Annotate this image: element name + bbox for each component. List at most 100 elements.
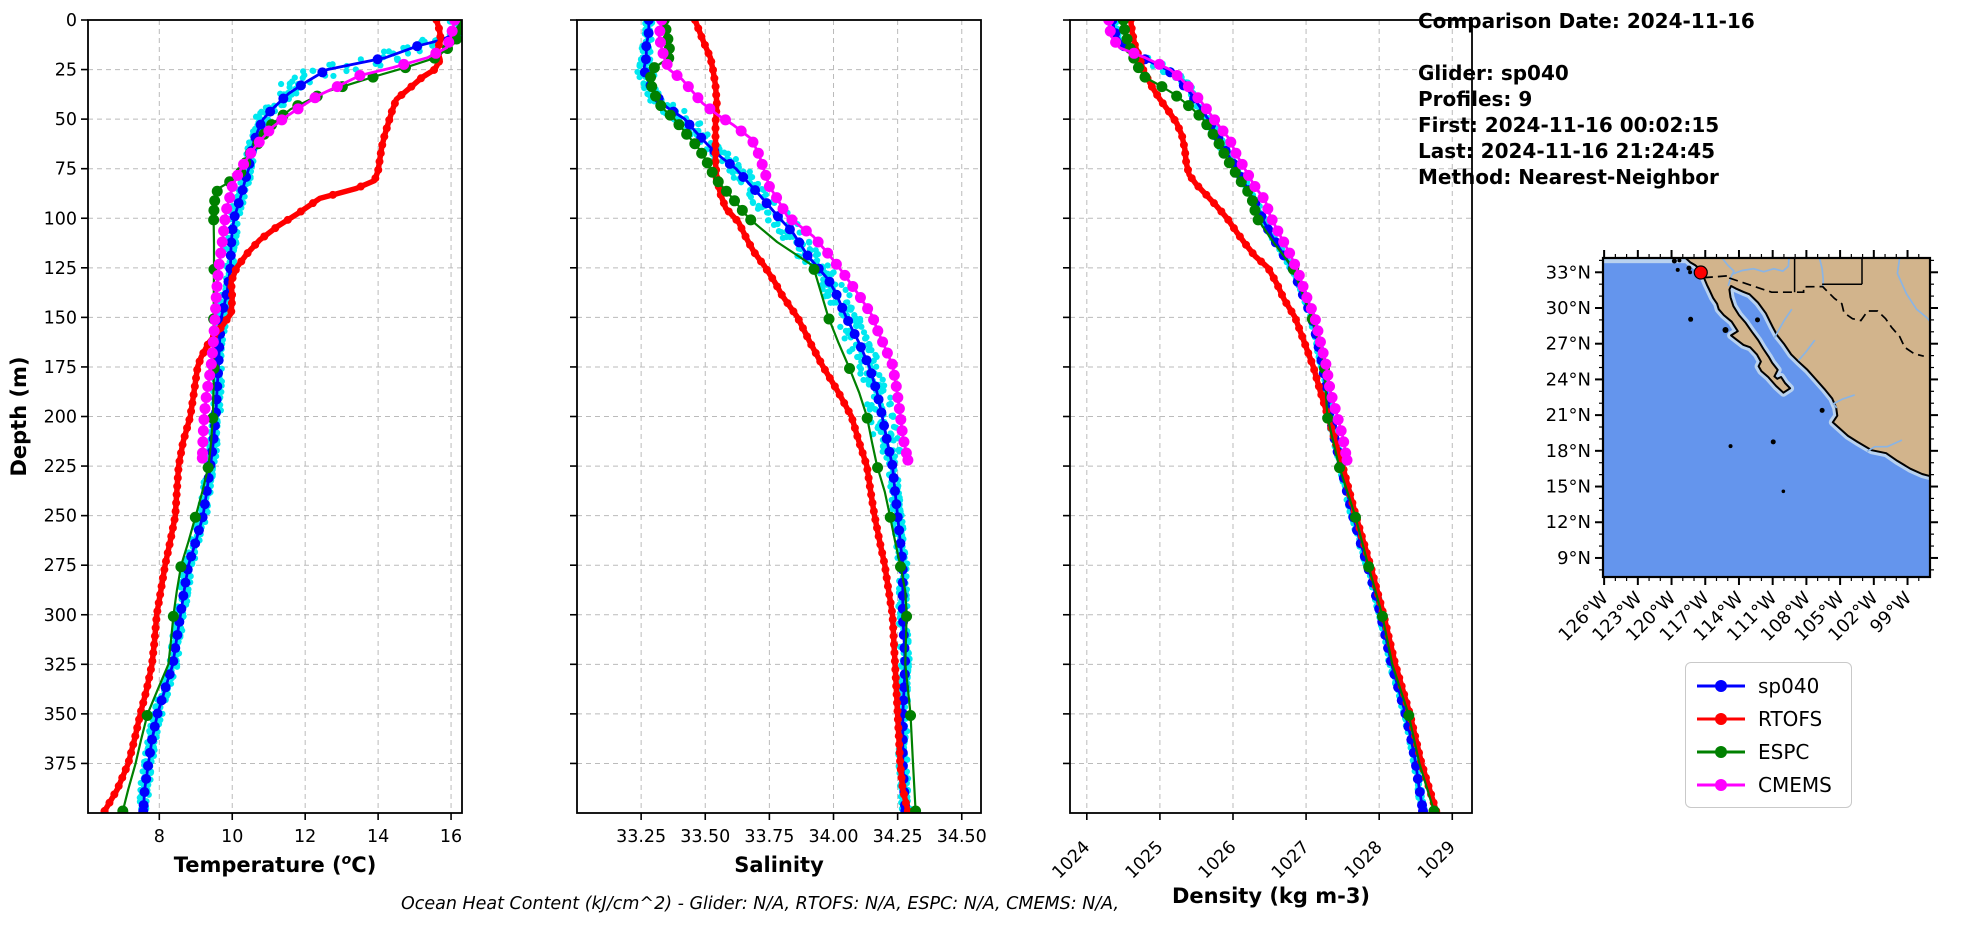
series-RTOFS: [100, 20, 445, 813]
series-CMEMS: [1103, 20, 1353, 466]
last-time-text: Last: 2024-11-16 21:24:45: [1418, 139, 1716, 163]
map-island: [1671, 258, 1677, 264]
svg-text:25: 25: [55, 61, 77, 81]
svg-text:24°N: 24°N: [1546, 369, 1591, 390]
svg-text:1028: 1028: [1341, 837, 1387, 883]
series-sp040: [138, 20, 462, 813]
svg-text:34.50: 34.50: [937, 827, 987, 847]
map-island: [1819, 407, 1825, 413]
profiles-count-text: Profiles: 9: [1418, 87, 1533, 111]
map-river: [1773, 308, 1793, 339]
svg-text:8: 8: [154, 827, 165, 847]
svg-text:225: 225: [44, 457, 77, 477]
series-ESPC: [1117, 20, 1440, 813]
svg-text:1026: 1026: [1195, 837, 1241, 883]
first-time-text: First: 2024-11-16 00:02:15: [1418, 113, 1720, 137]
map-island: [1755, 317, 1761, 323]
svg-text:16: 16: [440, 827, 462, 847]
svg-text:15°N: 15°N: [1546, 477, 1591, 498]
axis-ticks: 33.25 33.50 33.75 34.00 34.25 34.50: [570, 19, 987, 847]
ylabel-depth: Depth (m): [7, 356, 31, 476]
legend-item-rtofs: RTOFS: [1695, 702, 1851, 735]
legend-label: ESPC: [1758, 739, 1810, 764]
svg-text:30°N: 30°N: [1546, 298, 1591, 319]
temperature-panel: 8 10 12 14 16 0 25 50 75 100 125 150 175 200 225 250 275…: [7, 11, 463, 877]
svg-text:75: 75: [55, 160, 77, 180]
map-river: [1832, 394, 1855, 409]
map-country-border: [1703, 274, 1925, 358]
svg-text:325: 325: [44, 655, 77, 675]
svg-text:250: 250: [44, 507, 77, 527]
svg-text:33.75: 33.75: [744, 827, 794, 847]
svg-text:21°N: 21°N: [1546, 405, 1591, 426]
svg-text:300: 300: [44, 606, 77, 626]
svg-text:1024: 1024: [1049, 837, 1095, 883]
svg-text:275: 275: [44, 556, 77, 576]
series-RTOFS: [690, 20, 912, 813]
legend-line-sample: [1697, 679, 1745, 692]
comparison-date-text: Comparison Date: 2024-11-16: [1418, 9, 1755, 33]
legend-item-espc: ESPC: [1695, 735, 1851, 768]
map-river: [1866, 439, 1903, 453]
map-island: [1677, 258, 1682, 263]
map-island: [1686, 265, 1692, 271]
svg-text:100: 100: [44, 209, 77, 229]
legend-label: CMEMS: [1758, 772, 1832, 797]
svg-text:375: 375: [44, 754, 77, 774]
map-river: [1731, 258, 1790, 275]
map-island: [1770, 439, 1776, 445]
density-panel: 1024 1025 1026 1027 1028 1029 Density (kg m-3): [1049, 19, 1473, 908]
legend-item-cmems: CMEMS: [1695, 768, 1851, 801]
svg-text:12°N: 12°N: [1546, 512, 1591, 533]
info-block: Comparison Date: 2024-11-16 Glider: sp04…: [1418, 8, 1755, 190]
legend-line-sample: [1697, 745, 1745, 758]
svg-text:200: 200: [44, 408, 77, 428]
svg-text:34.00: 34.00: [808, 827, 858, 847]
xlabel-salinity: Salinity: [734, 853, 824, 877]
svg-text:350: 350: [44, 705, 77, 725]
map-island: [1688, 270, 1693, 275]
info-spacer: [1418, 34, 1755, 60]
map-island: [1688, 316, 1694, 322]
legend: sp040 RTOFS ESPC CMEMS: [1685, 662, 1852, 808]
svg-text:1029: 1029: [1414, 837, 1460, 883]
series-RTOFS: [1126, 20, 1441, 813]
map-island: [1722, 327, 1729, 334]
svg-text:50: 50: [55, 110, 77, 130]
legend-label: sp040: [1758, 673, 1820, 698]
map-river: [1797, 339, 1816, 361]
grid: [88, 20, 462, 813]
map-land: [1684, 258, 1930, 478]
svg-text:33°N: 33°N: [1546, 262, 1591, 283]
series-CMEMS: [196, 20, 461, 464]
ocean-heat-content-footnote: Ocean Heat Content (kJ/cm^2) - Glider: N…: [400, 894, 1120, 914]
svg-text:9°N: 9°N: [1557, 548, 1591, 569]
svg-text:125: 125: [44, 259, 77, 279]
method-text: Method: Nearest-Neighbor: [1418, 165, 1719, 189]
svg-text:0: 0: [66, 11, 77, 31]
svg-text:12: 12: [294, 827, 316, 847]
map-river: [1896, 258, 1930, 323]
grid: [577, 20, 981, 813]
salinity-panel: 33.25 33.50 33.75 34.00 34.25 34.50 Salinity: [570, 19, 987, 877]
svg-text:14: 14: [367, 827, 389, 847]
map-river: [1818, 258, 1825, 287]
legend-label: RTOFS: [1758, 706, 1823, 731]
svg-text:150: 150: [44, 308, 77, 328]
svg-text:1025: 1025: [1122, 837, 1168, 883]
grid: [1070, 20, 1472, 813]
svg-text:33.50: 33.50: [680, 827, 730, 847]
svg-text:1027: 1027: [1268, 837, 1314, 883]
series-sp040: [1107, 20, 1429, 813]
svg-text:27°N: 27°N: [1546, 334, 1591, 355]
map-island: [1675, 267, 1680, 272]
svg-text:18°N: 18°N: [1546, 441, 1591, 462]
xlabel-density: Density (kg m-3): [1172, 884, 1370, 908]
xlabel-temperature: Temperature (oC): [174, 852, 377, 877]
series-CMEMS: [654, 20, 914, 466]
legend-line-sample: [1697, 778, 1745, 791]
svg-text:10: 10: [221, 827, 243, 847]
glider-position-marker: [1693, 265, 1708, 280]
